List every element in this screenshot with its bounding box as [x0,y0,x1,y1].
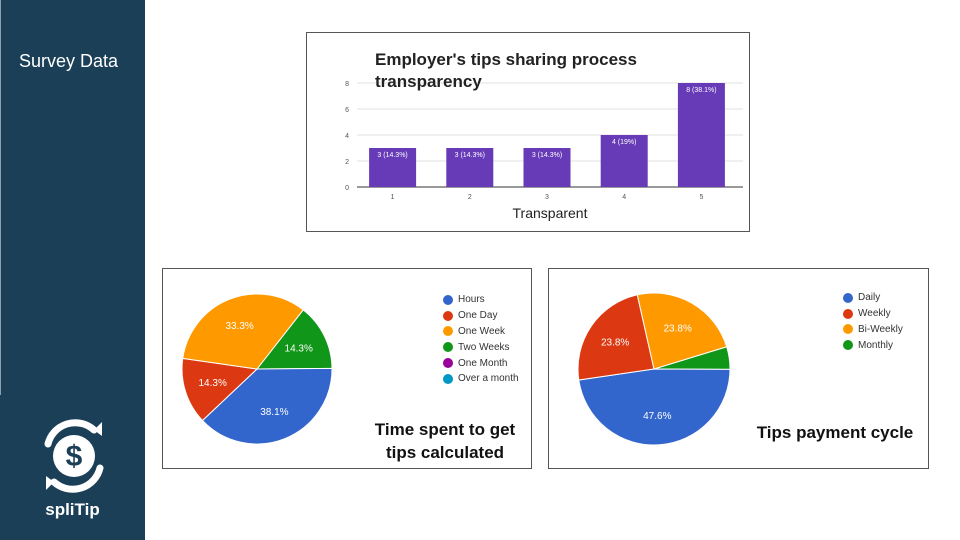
y-tick-label: 6 [345,107,349,114]
x-tick-label: 1 [391,194,395,201]
pie-slice-label: 38.1% [260,407,288,418]
legend-label: One Month [458,357,508,369]
y-tick-label: 4 [345,133,349,140]
bar-chart-panel: 0 2 4 6 8 3 (14.3%) 1 3 (14.3%) 2 3 (14.3%) 3 4 (19… [306,32,750,232]
x-tick-label: 2 [468,194,472,201]
legend-item: Daily [843,290,903,306]
x-tick-label: 4 [622,194,626,201]
bar [523,148,571,187]
splitip-logo-icon: $ [36,418,112,494]
legend-dot-icon [443,342,453,353]
pie-chart-payment-panel: 47.6% 23.8% 23.8% Daily Weekly Bi-Weekly M… [548,268,929,469]
legend-label: Two Weeks [458,341,510,353]
bar-data-label: 3 (14.3%) [455,152,485,159]
legend-item: One Week [443,324,519,340]
legend-label: Daily [858,292,881,304]
pie-slice-label: 14.3% [285,343,313,354]
bar-chart-title: Employer's tips sharing process transpar… [375,50,637,91]
bar [446,148,494,187]
pie-slice-label: 23.8% [601,337,629,348]
bar [369,148,417,187]
legend-dot-icon [443,358,453,369]
legend-label: Bi-Weekly [858,323,903,335]
pie-chart-time-caption: Time spent to get tips calculated [374,420,516,462]
legend-label: Weekly [858,308,891,320]
legend-dot-icon [843,308,853,319]
legend-dot-icon [443,310,453,321]
pie-slice-label: 47.6% [643,411,671,422]
brand-name: spliTip [45,500,100,519]
pie-chart-payment-caption: Tips payment cycle [756,423,914,442]
legend-label: Over a month [458,373,519,385]
pie-chart-payment: 47.6% 23.8% 23.8% [577,292,731,446]
legend-label: One Day [458,310,498,322]
bar-chart: 0 2 4 6 8 3 (14.3%) 1 3 (14.3%) 2 3 (14.3%) 3 4 (19… [345,81,743,201]
legend-item: Over a month [443,371,519,387]
y-tick-label: 8 [345,81,349,88]
legend-item: Monthly [843,337,903,353]
pie-chart-payment-legend: Daily Weekly Bi-Weekly Monthly [843,290,903,353]
legend-item: Two Weeks [443,339,519,355]
bar-data-label: 4 (19%) [612,139,637,146]
legend-item: One Month [443,355,519,371]
legend-item: One Day [443,308,519,324]
pie-slice [577,294,655,381]
bar-data-label: 8 (38.1%) [686,87,716,94]
pie-slice [636,292,728,370]
legend-dot-icon [443,294,453,305]
legend-item: Weekly [843,306,903,322]
legend-dot-icon [843,324,853,335]
sidebar-title: Survey Data [19,51,119,71]
sidebar: Survey Data $ spliTip [0,0,145,540]
legend-label: Monthly [858,339,894,351]
pie-slice-label: 14.3% [199,378,227,389]
bar-data-label: 3 (14.3%) [532,152,562,159]
pie-slice [181,357,259,422]
sidebar-divider [0,0,1,395]
y-tick-label: 0 [345,185,349,192]
pie-slice [255,309,333,370]
y-tick-label: 2 [345,159,349,166]
legend-label: One Week [458,325,506,337]
legend-dot-icon [843,340,853,351]
pie-slice [578,368,731,446]
pie-slice [182,293,304,370]
pie-chart-time: 14.3% 38.1% 14.3% 33.3% [181,293,333,445]
legend-dot-icon [443,373,453,384]
bar-data-label: 3 (14.3%) [377,152,407,159]
pie-chart-time-panel: 14.3% 38.1% 14.3% 33.3% Hours One Day One W… [162,268,532,469]
x-tick-label: 5 [699,194,703,201]
legend-item: Hours [443,292,519,308]
x-tick-label: 3 [545,194,549,201]
pie-slice-label: 33.3% [225,321,253,332]
svg-text:$: $ [66,440,83,473]
legend-item: Bi-Weekly [843,322,903,338]
pie-slice-label: 23.8% [663,323,691,334]
legend-dot-icon [843,292,853,303]
legend-label: Hours [458,294,485,306]
bar-chart-xlabel: Transparent [512,205,588,221]
pie-slice [201,367,333,445]
pie-chart-time-legend: Hours One Day One Week Two Weeks One Mon… [443,292,519,387]
legend-dot-icon [443,326,453,337]
bar [600,135,648,187]
bar [677,83,725,187]
